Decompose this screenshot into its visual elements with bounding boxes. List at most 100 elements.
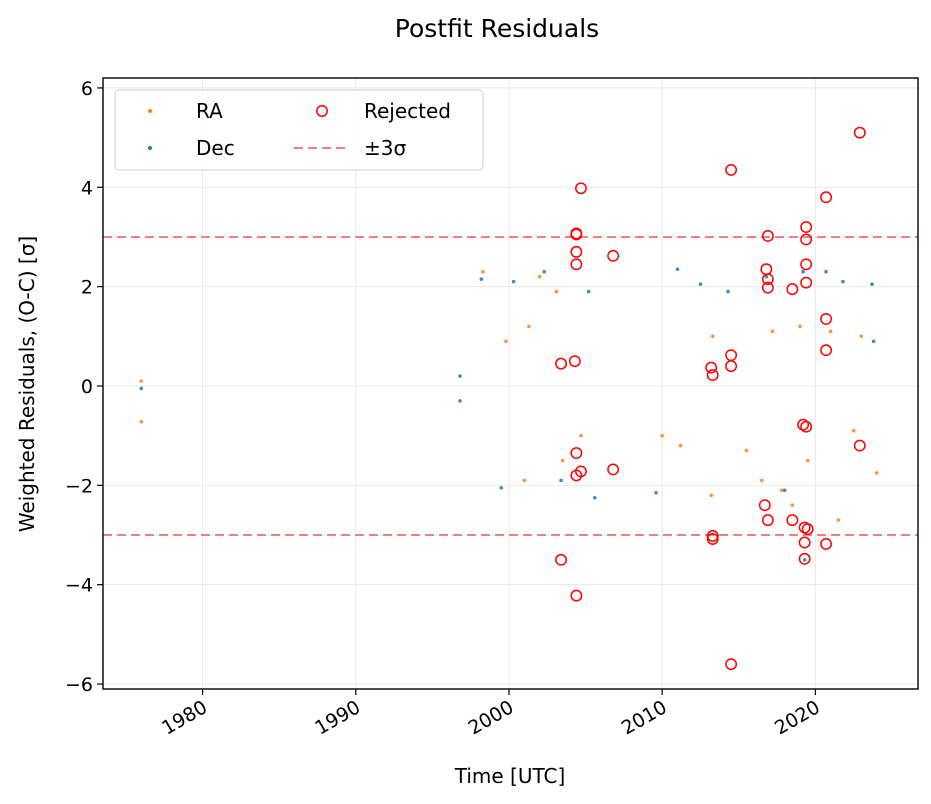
ra-point <box>851 428 856 433</box>
dec-point <box>698 282 703 286</box>
ra-point <box>481 269 485 274</box>
y-tick-label: −4 <box>65 575 93 597</box>
threshold-lines <box>103 235 918 537</box>
rejected-marker <box>801 523 814 535</box>
rejected-marker <box>800 420 813 433</box>
dec-point <box>586 289 591 294</box>
ra-point <box>660 433 664 438</box>
ra-legend-label: RA <box>196 99 223 123</box>
ra-point <box>759 478 764 483</box>
rejected-marker <box>705 361 718 374</box>
ra-point <box>139 419 144 424</box>
x-axis-label: Time [UTC] <box>454 764 566 788</box>
rejected-marker <box>570 228 583 241</box>
dec-legend-marker <box>148 146 152 150</box>
ra-point <box>560 458 565 463</box>
dec-legend-label: Dec <box>196 136 235 160</box>
rejected-legend-label: Rejected <box>364 99 451 123</box>
dec-point <box>542 269 547 274</box>
dec-point <box>726 289 730 294</box>
chart-title: Postfit Residuals <box>395 14 599 43</box>
dec-point <box>802 558 807 562</box>
y-axis-ticks: −6 −4 −2 0 2 4 6 <box>65 78 103 696</box>
ra-point <box>828 329 833 334</box>
y-tick-label: 2 <box>81 277 93 299</box>
rejected-marker <box>797 418 810 431</box>
rejected-marker <box>798 536 811 549</box>
ra-point <box>537 274 542 279</box>
ra-point <box>770 329 775 334</box>
dec-point <box>559 478 563 483</box>
legend-box <box>114 89 484 171</box>
y-tick-label: 0 <box>81 376 93 398</box>
ra-point <box>554 289 559 294</box>
ra-point <box>790 503 795 508</box>
rejected-marker <box>820 537 833 550</box>
dec-point <box>782 488 787 493</box>
rejected-marker <box>761 230 774 242</box>
rejected-marker <box>570 258 583 271</box>
ra-point <box>836 518 841 522</box>
rejected-marker <box>820 191 833 204</box>
rejected-marker <box>853 439 866 452</box>
dec-point <box>511 279 516 284</box>
rejected-marker <box>706 533 719 545</box>
dec-point <box>675 267 680 272</box>
y-tick-label: 4 <box>81 177 93 199</box>
rejected-marker <box>758 499 771 512</box>
rejected-marker <box>820 344 833 357</box>
dec-point <box>824 269 828 274</box>
sigma-legend-label: ±3σ <box>364 136 406 160</box>
rejected-marker <box>607 463 620 476</box>
plot-frame <box>102 77 919 690</box>
rejected-marker <box>800 258 813 271</box>
rejected-marker <box>761 281 774 294</box>
rejected-marker <box>555 553 568 566</box>
dec-point <box>801 269 805 274</box>
dec-point <box>139 386 144 391</box>
ra-point <box>805 458 810 463</box>
dec-point <box>654 490 658 495</box>
dec-point <box>870 282 874 286</box>
rejected-marker <box>575 182 587 195</box>
rejected-marker <box>761 514 774 527</box>
ra-point <box>779 488 784 493</box>
rejected-marker <box>555 357 568 370</box>
dec-point <box>871 339 876 344</box>
ra-point <box>527 324 531 329</box>
ra-point <box>744 448 749 453</box>
ra-point <box>139 379 144 383</box>
ra-point <box>798 324 802 329</box>
ra-point <box>522 478 527 483</box>
rejected-marker <box>568 355 581 368</box>
rejected-markers <box>555 126 866 671</box>
ra-point <box>709 493 713 498</box>
rejected-marker <box>800 233 813 246</box>
rejected-marker <box>800 221 813 233</box>
dec-point <box>458 399 462 403</box>
rejected-marker <box>607 249 620 262</box>
y-axis-label: Weighted Residuals, (O-C) [σ] <box>15 236 39 532</box>
rejected-legend-marker <box>316 105 328 117</box>
rejected-marker <box>800 276 813 289</box>
y-tick-label: 6 <box>81 78 93 100</box>
y-tick-label: −2 <box>65 475 93 497</box>
ra-point <box>504 339 508 344</box>
rejected-marker <box>570 245 583 258</box>
rejected-marker <box>725 163 738 176</box>
rejected-marker <box>706 369 719 382</box>
dec-point <box>499 486 504 490</box>
legend: RA Dec Rejected ±3σ <box>114 89 484 171</box>
rejected-marker <box>761 273 774 286</box>
rejected-marker <box>725 658 738 671</box>
rejected-marker <box>853 126 866 139</box>
rejected-marker <box>798 552 811 565</box>
rejected-marker <box>725 360 738 373</box>
dec-point <box>458 374 462 378</box>
ra-point <box>710 334 715 339</box>
rejected-marker <box>786 514 799 527</box>
ra-point <box>678 443 683 448</box>
y-tick-label: −6 <box>65 674 93 696</box>
scatter-points <box>139 267 879 562</box>
